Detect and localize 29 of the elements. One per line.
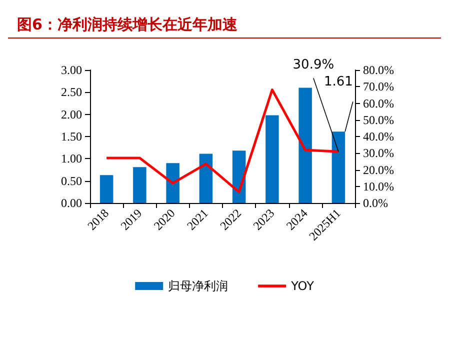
bar (199, 154, 213, 203)
legend-label: 归母净利润 (168, 279, 228, 293)
bar (266, 115, 279, 203)
y2-tick-label: 0.0% (363, 196, 388, 210)
y2-tick-label: 70.0% (363, 80, 394, 94)
y-tick-label: 3.00 (61, 63, 82, 77)
data-label: 1.61 (324, 74, 353, 90)
y2-tick-label: 10.0% (363, 179, 394, 194)
y2-tick-label: 30.0% (363, 146, 394, 160)
y2-tick-label: 50.0% (363, 112, 394, 127)
bar (100, 175, 114, 203)
y2-tick-label: 20.0% (363, 162, 394, 177)
chart-title: 图6：净利润持续增长在近年加速 (17, 16, 238, 34)
data-label: 30.9% (292, 58, 334, 73)
bar (133, 167, 146, 203)
y-tick-label: 1.00 (61, 152, 82, 166)
legend-label: YOY (290, 279, 315, 293)
bar (166, 163, 180, 203)
y2-tick-label: 40.0% (363, 130, 394, 144)
line-series (105, 88, 340, 194)
y-tick-label: 1.50 (61, 130, 82, 144)
bar (332, 132, 346, 203)
y-tick-label: 0.50 (61, 174, 82, 188)
y-tick-label: 2.50 (61, 85, 82, 100)
bar (298, 88, 312, 203)
y-tick-label: 0.00 (61, 196, 82, 210)
y-tick-label: 2.00 (61, 107, 82, 122)
y2-tick-label: 80.0% (363, 63, 394, 77)
y2-tick-label: 60.0% (363, 96, 394, 110)
